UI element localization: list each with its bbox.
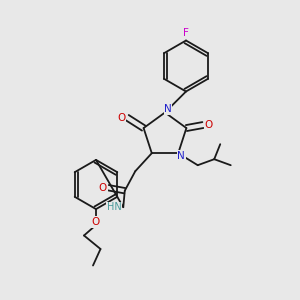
Text: N: N	[177, 151, 185, 160]
Text: O: O	[205, 120, 213, 130]
Text: O: O	[99, 183, 107, 193]
Text: HN: HN	[107, 202, 122, 212]
Text: O: O	[118, 112, 126, 122]
Text: N: N	[164, 104, 172, 115]
Text: O: O	[92, 217, 100, 227]
Text: F: F	[183, 28, 189, 38]
